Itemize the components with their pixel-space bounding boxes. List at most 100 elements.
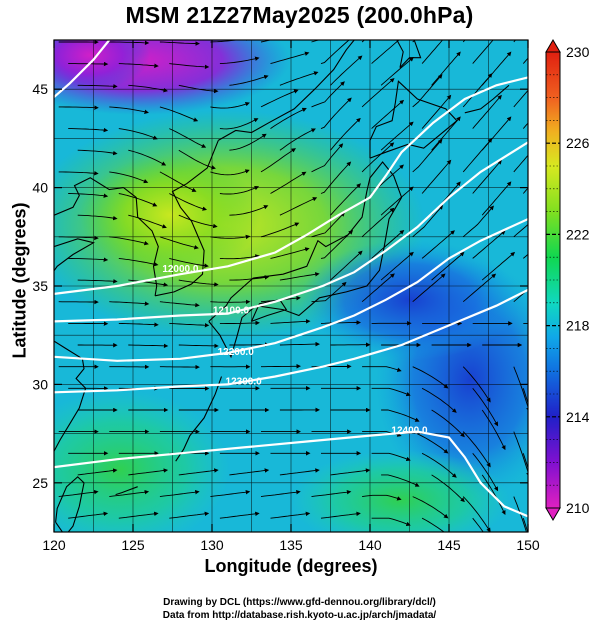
streamline	[361, 40, 366, 43]
streamline	[481, 251, 516, 281]
streamline	[330, 117, 361, 151]
y-tick-label: 40	[32, 180, 48, 196]
streamline	[279, 197, 318, 216]
x-tick-label: 125	[121, 537, 145, 553]
streamline	[330, 250, 363, 281]
colorbar-min-arrow	[545, 507, 561, 521]
streamline	[412, 366, 449, 389]
streamline	[371, 229, 405, 259]
streamline	[159, 171, 197, 192]
streamline	[472, 94, 502, 129]
streamline	[330, 55, 363, 86]
contour-line	[54, 40, 111, 98]
streamline	[260, 489, 301, 498]
streamline	[513, 366, 528, 413]
streamline	[421, 517, 445, 532]
y-axis-ticks: 25 30 35 40 45	[32, 81, 528, 491]
streamline	[421, 40, 444, 64]
contour-label: 12200.0	[218, 347, 255, 358]
height-contours: 12000.0 12100.0 12200.0 12300.0 12400.0	[54, 40, 528, 518]
streamline	[522, 518, 528, 532]
streamline	[128, 214, 167, 229]
streamline	[421, 387, 457, 413]
streamline	[320, 161, 352, 194]
coastline-segment	[175, 376, 223, 462]
contour-label: 12100.0	[213, 306, 250, 317]
streamline	[431, 474, 465, 503]
chart-title: MSM 21Z27May2025 (200.0hPa)	[125, 2, 474, 28]
streamline	[472, 388, 499, 427]
streamline	[320, 40, 354, 65]
streamline	[431, 116, 461, 151]
streamline	[118, 511, 159, 519]
streamline	[77, 468, 118, 476]
streamline	[462, 205, 494, 238]
credits: Drawing by DCL (https://www.gfd-dennou.o…	[0, 596, 599, 622]
streamline	[311, 281, 347, 303]
streamline	[513, 431, 528, 478]
streamline	[513, 223, 528, 238]
contour-label: 12000.0	[162, 264, 199, 275]
streamline	[279, 71, 319, 86]
streamline	[118, 257, 159, 267]
streamline	[412, 40, 416, 43]
streamline	[421, 94, 452, 129]
colorbar-label: 222	[566, 226, 590, 242]
streamline	[159, 489, 200, 498]
streamline	[412, 74, 443, 108]
streamline	[109, 171, 149, 184]
streamline	[169, 128, 207, 148]
y-tick-label: 25	[32, 475, 48, 491]
streamline	[421, 452, 457, 478]
streamline	[380, 186, 414, 216]
streamline	[270, 107, 307, 129]
streamline	[229, 205, 269, 216]
streamline	[68, 127, 109, 133]
streamline	[380, 251, 414, 281]
contour-line	[54, 430, 528, 518]
streamline	[481, 409, 506, 451]
x-tick-label: 130	[200, 537, 224, 553]
streamline	[311, 143, 344, 173]
streamline	[109, 236, 149, 246]
coastline-segment	[54, 238, 95, 272]
streamline	[361, 142, 395, 173]
streamline	[270, 247, 310, 259]
streamline	[362, 366, 402, 372]
y-tick-label: 45	[32, 81, 48, 97]
streamline	[311, 81, 345, 108]
x-tick-label: 135	[279, 537, 303, 553]
contour-label: 12300.0	[226, 376, 263, 387]
streamline	[169, 257, 209, 268]
streamline	[210, 489, 251, 498]
streamline	[270, 51, 310, 65]
streamline	[533, 475, 544, 521]
coastline-segment	[399, 40, 422, 68]
streamline	[472, 453, 499, 492]
streamline	[472, 517, 484, 532]
streamline	[58, 171, 99, 176]
streamline	[159, 106, 199, 122]
streamline	[229, 74, 269, 86]
x-tick-label: 140	[358, 537, 382, 553]
x-tick-label: 150	[516, 537, 540, 553]
streamline	[229, 342, 270, 347]
streamline	[279, 468, 320, 476]
streamline	[320, 229, 354, 259]
streamline	[118, 193, 158, 207]
streamline	[320, 320, 361, 325]
streamline	[421, 159, 452, 194]
streamline	[128, 468, 169, 476]
streamline	[77, 214, 118, 221]
streamline	[178, 214, 218, 229]
streamline	[311, 40, 321, 43]
y-tick-label: 30	[32, 376, 48, 392]
streamline	[361, 207, 395, 238]
streamline	[462, 496, 491, 532]
streamline	[421, 230, 455, 259]
streamline	[462, 273, 497, 303]
streamline	[462, 40, 466, 43]
streamline	[412, 496, 449, 519]
wind-streamlines	[58, 40, 544, 532]
